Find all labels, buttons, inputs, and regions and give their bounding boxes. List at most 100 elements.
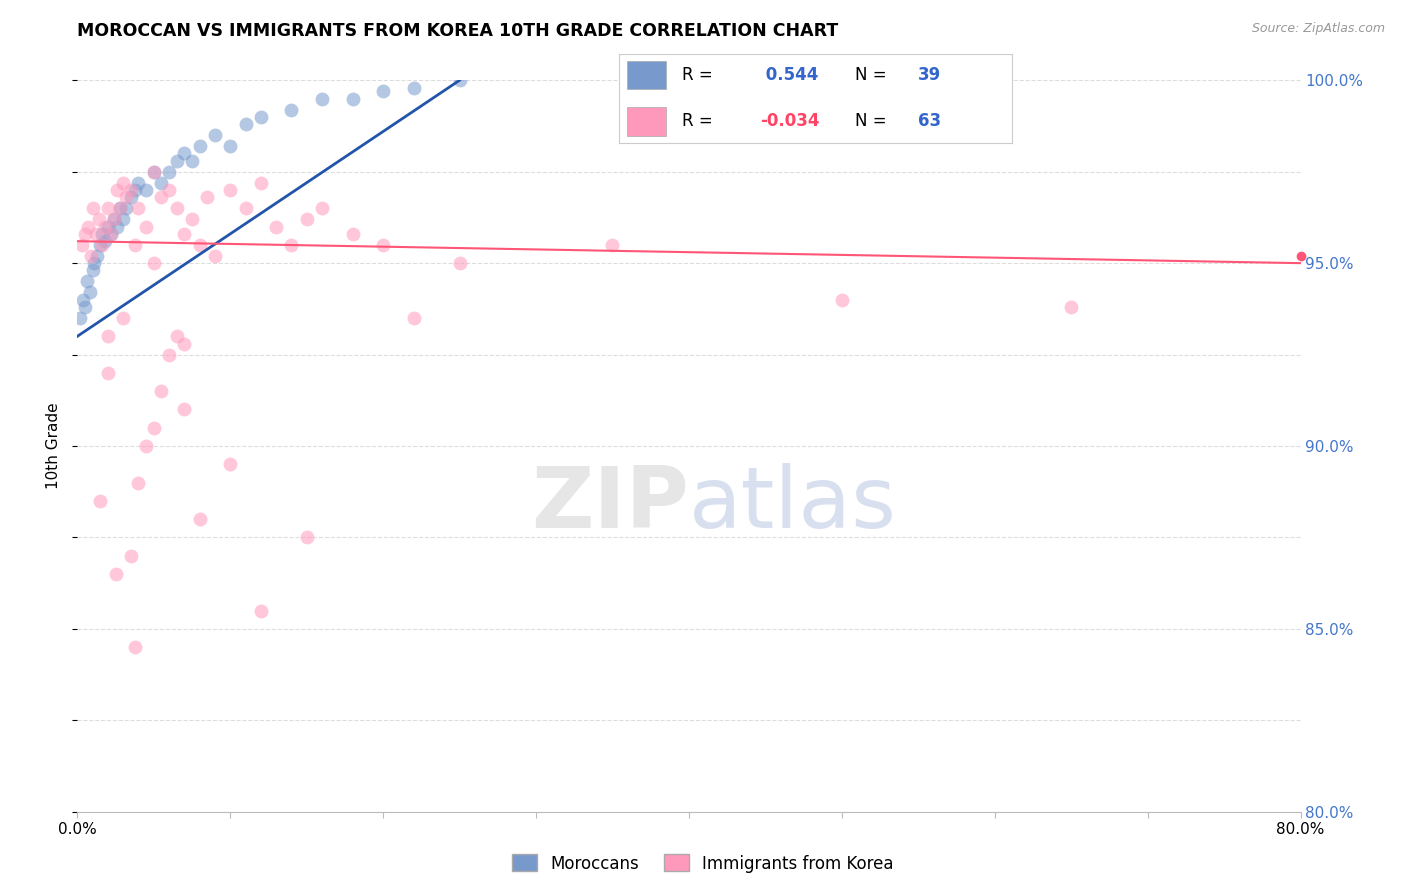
Point <box>250 604 273 618</box>
Point <box>83 256 105 270</box>
Point <box>449 256 471 270</box>
Point <box>79 285 101 300</box>
Point <box>166 153 188 168</box>
Point <box>94 234 117 248</box>
Point <box>80 249 103 263</box>
Point <box>70 237 93 252</box>
Y-axis label: 10th Grade: 10th Grade <box>46 402 62 490</box>
Point <box>112 176 135 190</box>
Point <box>100 227 122 241</box>
Text: Source: ZipAtlas.com: Source: ZipAtlas.com <box>1251 22 1385 36</box>
Point <box>181 212 204 227</box>
Point <box>104 567 127 582</box>
Point <box>73 227 96 241</box>
Point <box>115 190 138 204</box>
Point <box>188 237 211 252</box>
Point <box>69 311 91 326</box>
Point <box>371 84 394 98</box>
FancyBboxPatch shape <box>627 61 666 89</box>
Point <box>103 212 125 227</box>
Point <box>105 219 128 234</box>
Point <box>166 329 188 343</box>
Point <box>128 202 150 216</box>
Text: R =: R = <box>682 112 717 130</box>
Point <box>195 190 218 204</box>
Point <box>342 227 364 241</box>
Point <box>86 249 108 263</box>
Point <box>173 146 195 161</box>
Point <box>112 311 135 326</box>
Point <box>250 110 273 124</box>
Point <box>135 183 157 197</box>
Point <box>90 227 112 241</box>
Point <box>157 348 180 362</box>
Point <box>97 219 120 234</box>
Point <box>173 227 195 241</box>
Point <box>173 336 195 351</box>
Point <box>73 300 96 314</box>
Point <box>371 237 394 252</box>
Point <box>76 274 98 288</box>
Text: 63: 63 <box>918 112 941 130</box>
Point <box>90 237 112 252</box>
Text: N =: N = <box>855 112 891 130</box>
Point <box>108 202 131 216</box>
Point <box>402 311 425 326</box>
Point <box>124 183 146 197</box>
Point <box>150 176 173 190</box>
Point <box>250 176 273 190</box>
Point <box>602 237 624 252</box>
Point <box>128 475 150 490</box>
Text: 0.544: 0.544 <box>761 66 818 84</box>
Text: MOROCCAN VS IMMIGRANTS FROM KOREA 10TH GRADE CORRELATION CHART: MOROCCAN VS IMMIGRANTS FROM KOREA 10TH G… <box>77 22 838 40</box>
Point <box>142 164 165 178</box>
FancyBboxPatch shape <box>627 107 666 136</box>
Point <box>124 237 146 252</box>
Point <box>84 227 107 241</box>
Point <box>181 153 204 168</box>
Point <box>89 494 111 508</box>
Point <box>166 202 188 216</box>
Point <box>295 530 318 544</box>
Point <box>105 183 128 197</box>
Point <box>135 439 157 453</box>
Point <box>103 212 125 227</box>
Point <box>188 139 211 153</box>
Point <box>82 202 104 216</box>
Point <box>128 176 150 190</box>
Point <box>120 190 142 204</box>
Point <box>219 139 242 153</box>
Point <box>142 164 165 178</box>
Point <box>219 458 242 472</box>
Point <box>120 549 142 563</box>
Point <box>831 293 853 307</box>
Point <box>120 183 142 197</box>
Point <box>100 227 122 241</box>
Point <box>157 183 180 197</box>
Point <box>173 402 195 417</box>
Text: R =: R = <box>682 66 717 84</box>
Point <box>280 103 302 117</box>
Point <box>449 73 471 87</box>
Text: N =: N = <box>855 66 891 84</box>
Point <box>311 91 333 105</box>
Point <box>204 249 226 263</box>
Point <box>87 212 110 227</box>
Point <box>204 128 226 142</box>
Point <box>264 219 287 234</box>
Point <box>89 237 111 252</box>
Point <box>142 420 165 434</box>
Point <box>295 212 318 227</box>
Point <box>235 202 257 216</box>
Text: 39: 39 <box>918 66 941 84</box>
Point <box>142 256 165 270</box>
Text: atlas: atlas <box>689 463 897 546</box>
Point <box>188 512 211 526</box>
Point <box>135 219 157 234</box>
Point <box>77 219 100 234</box>
Point <box>311 202 333 216</box>
Point <box>342 91 364 105</box>
Point <box>97 366 120 380</box>
Point <box>235 117 257 131</box>
Text: ZIP: ZIP <box>531 463 689 546</box>
